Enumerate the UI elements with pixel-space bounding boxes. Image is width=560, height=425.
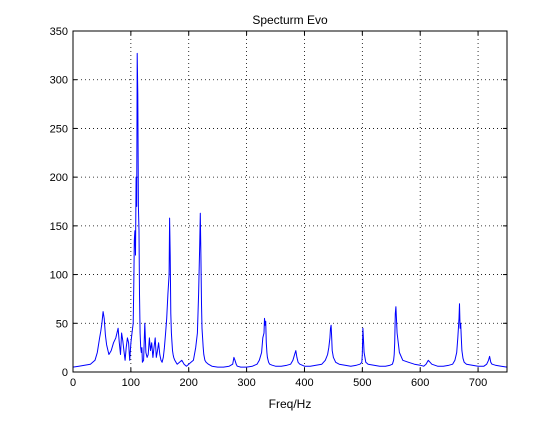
y-tick-label: 350: [50, 26, 68, 38]
plot-frame: [72, 30, 508, 373]
x-tick-label: 0: [70, 377, 76, 389]
y-tick-label: 200: [50, 172, 68, 184]
x-tick-label: 700: [469, 377, 487, 389]
series-layer: [72, 52, 508, 368]
x-tick-label: 600: [411, 377, 429, 389]
y-tick-label: 300: [50, 75, 68, 87]
y-tick-label: 50: [56, 318, 68, 330]
grid-lines: [73, 31, 507, 372]
x-axis-label: Freq/Hz: [269, 397, 312, 411]
x-tick-label: 300: [237, 377, 255, 389]
spectrum-line: [72, 52, 508, 368]
y-tick-label: 150: [50, 221, 68, 233]
x-tick-label: 100: [122, 377, 140, 389]
ticks: 0 100 200 300 400 500 600 700 0 50 100 150 200 250 300…: [50, 26, 507, 389]
y-tick-label: 100: [50, 270, 68, 282]
plot-background: [73, 31, 507, 372]
x-tick-label: 200: [180, 377, 198, 389]
y-tick-label: 0: [62, 367, 68, 379]
x-tick-label: 500: [353, 377, 371, 389]
x-tick-label: 400: [295, 377, 313, 389]
y-tick-label: 250: [50, 123, 68, 135]
chart-title: Specturm Evo: [252, 13, 328, 27]
